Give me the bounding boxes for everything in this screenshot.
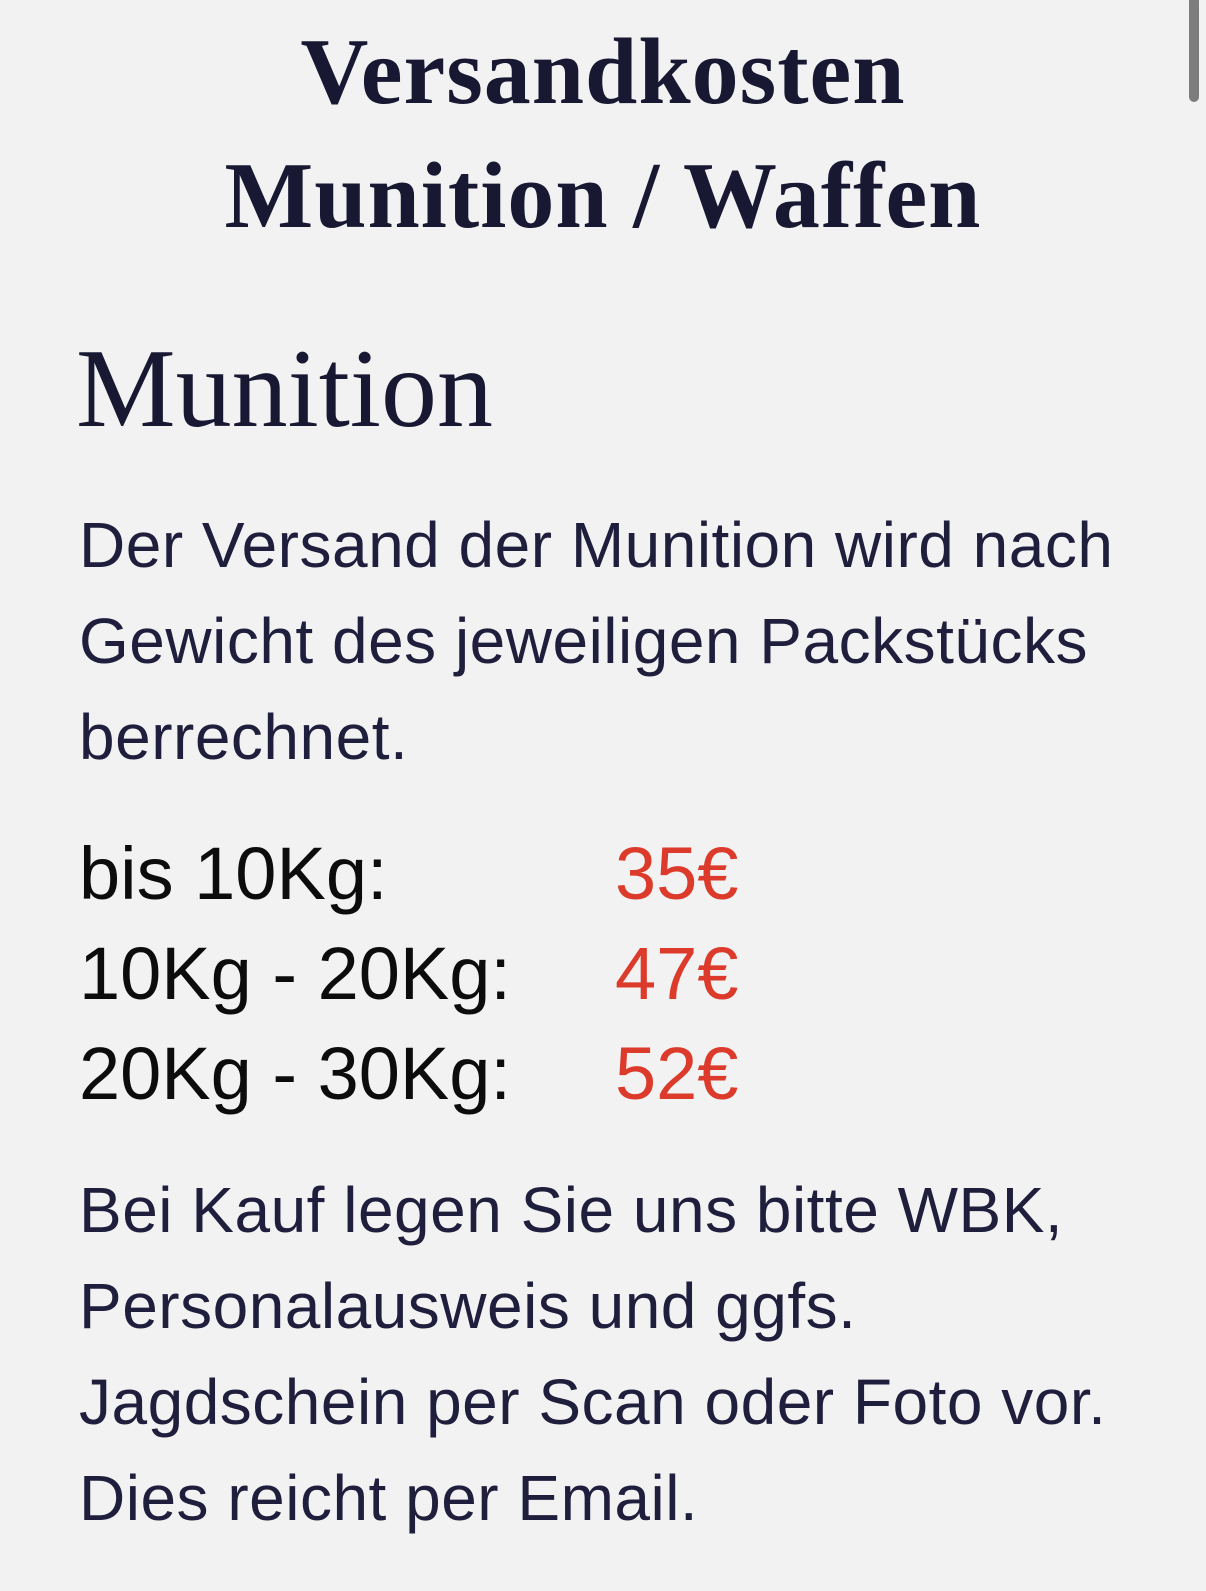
price-row-up-to-10kg: bis 10Kg: 35€ — [79, 824, 1206, 924]
intro-line-3: berrechnet. — [79, 701, 409, 773]
note-line-2: Personalausweis und ggfs. — [79, 1270, 857, 1342]
price-row-10-20kg: 10Kg - 20Kg: 47€ — [79, 924, 1206, 1024]
note-paragraph: Bei Kauf legen Sie uns bitte WBK, Person… — [79, 1162, 1126, 1546]
price-label: 10Kg - 20Kg: — [79, 932, 511, 1015]
price-row-20-30kg: 20Kg - 30Kg: 52€ — [79, 1024, 1206, 1124]
note-line-3: Jagdschein per Scan oder Foto vor. — [79, 1366, 1107, 1438]
price-value: 52€ — [615, 1032, 739, 1115]
intro-line-1: Der Versand der Munition wird nach — [79, 509, 1114, 581]
note-line-1: Bei Kauf legen Sie uns bitte WBK, — [79, 1174, 1064, 1246]
page-title-line-1: Versandkosten — [300, 20, 906, 124]
scrollbar-thumb[interactable] — [1189, 0, 1199, 102]
note-line-4: Dies reicht per Email. — [79, 1462, 699, 1534]
page-content: Versandkosten Munition / Waffen Munition… — [0, 10, 1206, 1546]
page-title-line-2: Munition / Waffen — [224, 144, 982, 248]
price-label: bis 10Kg: — [79, 832, 388, 915]
section-heading: Munition — [76, 327, 493, 451]
price-value: 35€ — [615, 832, 739, 915]
page-title: Versandkosten Munition / Waffen — [30, 10, 1176, 258]
price-value: 47€ — [615, 932, 739, 1015]
price-label: 20Kg - 30Kg: — [79, 1032, 511, 1115]
price-table: bis 10Kg: 35€ 10Kg - 20Kg: 47€ 20Kg - 30… — [79, 824, 1206, 1124]
intro-paragraph: Der Versand der Munition wird nach Gewic… — [79, 497, 1126, 785]
intro-line-2: Gewicht des jeweiligen Packstücks — [79, 605, 1088, 677]
